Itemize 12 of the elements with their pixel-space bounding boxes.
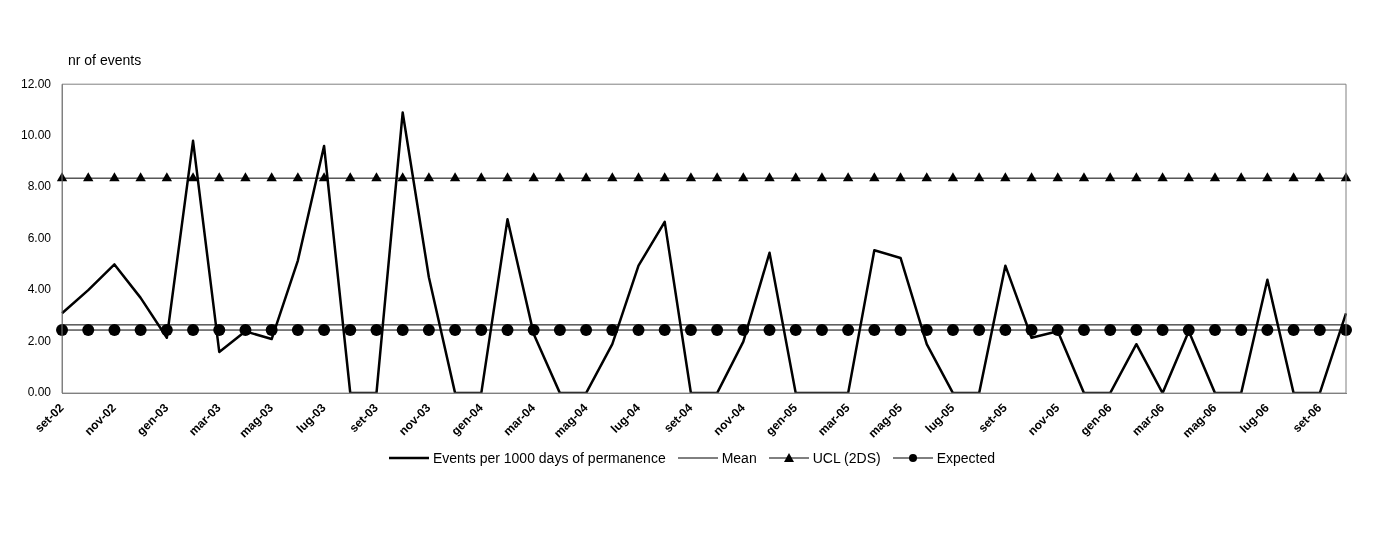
y-tick-label: 2.00 xyxy=(27,333,52,348)
y-tick-label: 6.00 xyxy=(27,230,52,245)
legend-label: Events per 1000 days of permanence xyxy=(432,450,666,466)
y-tick-label: 8.00 xyxy=(27,179,52,194)
y-tick-label: 0.00 xyxy=(27,385,52,400)
y-axis-title: nr of events xyxy=(67,51,143,70)
legend-label: Mean xyxy=(721,450,757,466)
y-tick-label: 12.00 xyxy=(21,76,52,91)
legend-label: Expected xyxy=(936,450,996,466)
y-tick-label: 10.00 xyxy=(21,128,52,142)
legend-label: UCL (2DS) xyxy=(812,450,881,466)
y-tick-label: 4.00 xyxy=(27,282,52,297)
